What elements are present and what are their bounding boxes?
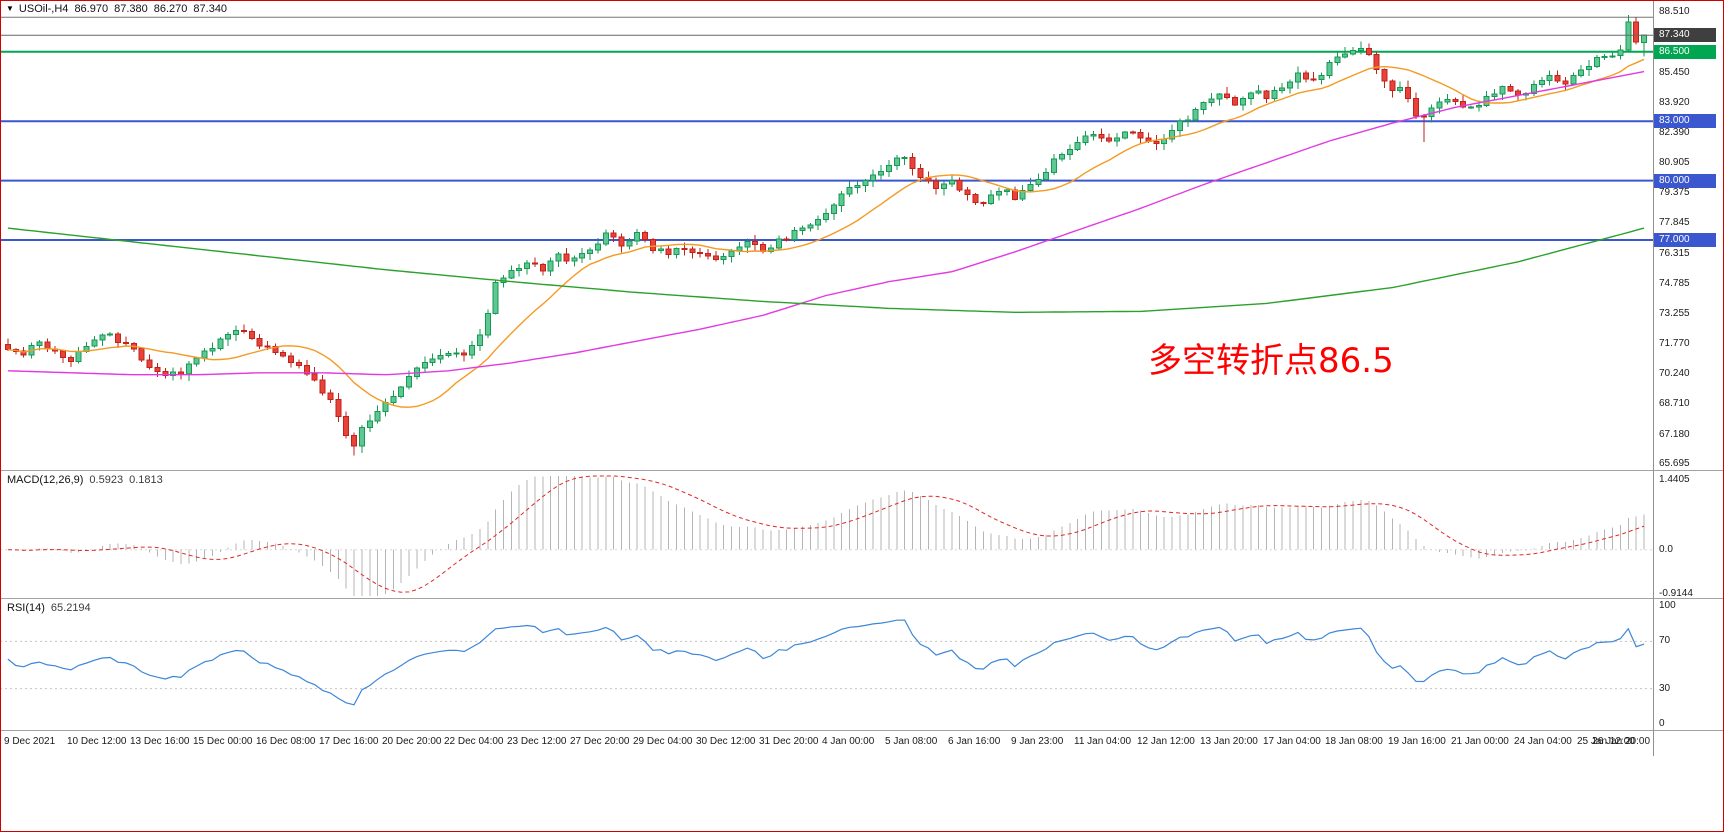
price-axis-label: 79.375 <box>1659 187 1690 198</box>
rsi-panel-canvas[interactable] <box>0 598 1653 730</box>
price-axis-label: 76.315 <box>1659 248 1690 259</box>
panel-separator-time <box>0 730 1724 731</box>
time-axis-label: 26 Jan 20:00 <box>1592 736 1650 747</box>
time-axis-label: 16 Dec 08:00 <box>256 736 316 747</box>
rsi-axis-label: 100 <box>1659 600 1676 611</box>
price-axis-label: 74.785 <box>1659 278 1690 289</box>
time-axis-label: 9 Jan 23:00 <box>1011 736 1064 747</box>
time-axis-label: 11 Jan 04:00 <box>1074 736 1132 747</box>
price-level-box: 86.500 <box>1654 45 1716 59</box>
ma-line-fast <box>7 58 1645 408</box>
time-axis-label: 31 Dec 20:00 <box>759 736 819 747</box>
time-axis-label: 24 Jan 04:00 <box>1514 736 1572 747</box>
time-axis-label: 17 Dec 16:00 <box>319 736 379 747</box>
ohlc-close: 87.340 <box>193 3 228 15</box>
price-axis-label: 68.710 <box>1659 398 1690 409</box>
time-axis-label: 22 Dec 04:00 <box>444 736 504 747</box>
time-axis-label: 25 Jan 12:00 <box>1577 736 1635 747</box>
price-axis-label: 82.390 <box>1659 127 1690 138</box>
time-axis-label: 19 Jan 16:00 <box>1388 736 1446 747</box>
macd-axis-label: 1.4405 <box>1659 474 1690 485</box>
macd-axis-label: -0.9144 <box>1659 588 1693 599</box>
time-axis-label: 30 Dec 12:00 <box>696 736 756 747</box>
rsi-value: 65.2194 <box>50 602 91 614</box>
price-axis-label: 88.510 <box>1659 6 1690 17</box>
time-axis-label: 27 Dec 20:00 <box>570 736 630 747</box>
ohlc-low: 86.270 <box>153 3 188 15</box>
price-axis-label: 71.770 <box>1659 338 1690 349</box>
ohlc-open: 86.970 <box>74 3 109 15</box>
time-axis-label: 21 Jan 00:00 <box>1451 736 1509 747</box>
time-axis-label: 15 Dec 00:00 <box>193 736 253 747</box>
chart-dropdown-icon[interactable]: ▼ <box>6 4 14 13</box>
price-axis-label: 80.905 <box>1659 157 1690 168</box>
time-axis-label: 6 Jan 16:00 <box>948 736 1001 747</box>
price-axis-label: 65.695 <box>1659 458 1690 469</box>
rsi-line <box>7 619 1645 706</box>
macd-value-main: 0.5923 <box>89 474 124 486</box>
time-axis-label: 23 Dec 12:00 <box>507 736 567 747</box>
price-scale[interactable]: 88.510 85.450 83.920 82.390 80.905 79.375 77.8… <box>1654 0 1724 756</box>
time-axis-label: 9 Dec 2021 <box>4 736 56 747</box>
macd-label: MACD(12,26,9) 0.5923 0.1813 <box>7 474 163 486</box>
price-level-box: 77.000 <box>1654 233 1716 247</box>
price-axis-label: 77.845 <box>1659 217 1690 228</box>
price-axis-label: 83.920 <box>1659 97 1690 108</box>
rsi-label: RSI(14) 65.2194 <box>7 602 91 614</box>
price-level-box: 80.000 <box>1654 174 1716 188</box>
rsi-axis-label: 0 <box>1659 718 1665 729</box>
chart-header: ▼ USOil-,H4 86.970 87.380 86.270 87.340 <box>6 3 227 15</box>
time-axis-label: 13 Dec 16:00 <box>130 736 190 747</box>
time-axis-label: 29 Dec 04:00 <box>633 736 693 747</box>
time-axis-label: 20 Dec 20:00 <box>382 736 442 747</box>
macd-axis-label: 0.0 <box>1659 544 1673 555</box>
price-level-box: 83.000 <box>1654 114 1716 128</box>
time-axis-label: 12 Jan 12:00 <box>1137 736 1195 747</box>
scale-separator <box>1653 0 1654 756</box>
rsi-axis-label: 30 <box>1659 683 1671 694</box>
price-axis-label: 67.180 <box>1659 429 1690 440</box>
macd-value-signal: 0.1813 <box>129 474 163 486</box>
macd-signal-line <box>7 475 1645 593</box>
rsi-name: RSI(14) <box>7 602 45 614</box>
annotation-text: 多空转折点86.5 <box>1148 341 1394 381</box>
macd-name: MACD(12,26,9) <box>7 474 84 486</box>
ohlc-high: 87.380 <box>114 3 148 15</box>
main-chart-canvas[interactable] <box>0 0 1653 470</box>
time-axis[interactable]: 9 Dec 2021 10 Dec 12:00 13 Dec 16:00 15 Dec… <box>0 731 1653 756</box>
ma-line-mid <box>7 70 1645 376</box>
panel-separator-macd <box>0 470 1724 471</box>
price-level-box: 87.340 <box>1654 28 1716 42</box>
price-axis-label: 85.450 <box>1659 67 1690 78</box>
time-axis-label: 18 Jan 08:00 <box>1325 736 1383 747</box>
time-axis-label: 17 Jan 04:00 <box>1263 736 1321 747</box>
symbol-period-label: USOil-,H4 <box>18 3 69 15</box>
time-axis-label: 13 Jan 20:00 <box>1200 736 1258 747</box>
macd-panel-canvas[interactable] <box>0 470 1653 598</box>
time-axis-label: 4 Jan 00:00 <box>822 736 875 747</box>
ma-line-slow <box>7 227 1645 313</box>
panel-separator-rsi <box>0 598 1724 599</box>
price-axis-label: 70.240 <box>1659 368 1690 379</box>
rsi-axis-label: 70 <box>1659 635 1671 646</box>
price-axis-label: 73.255 <box>1659 308 1690 319</box>
time-axis-label: 5 Jan 08:00 <box>885 736 938 747</box>
time-axis-label: 10 Dec 12:00 <box>67 736 127 747</box>
